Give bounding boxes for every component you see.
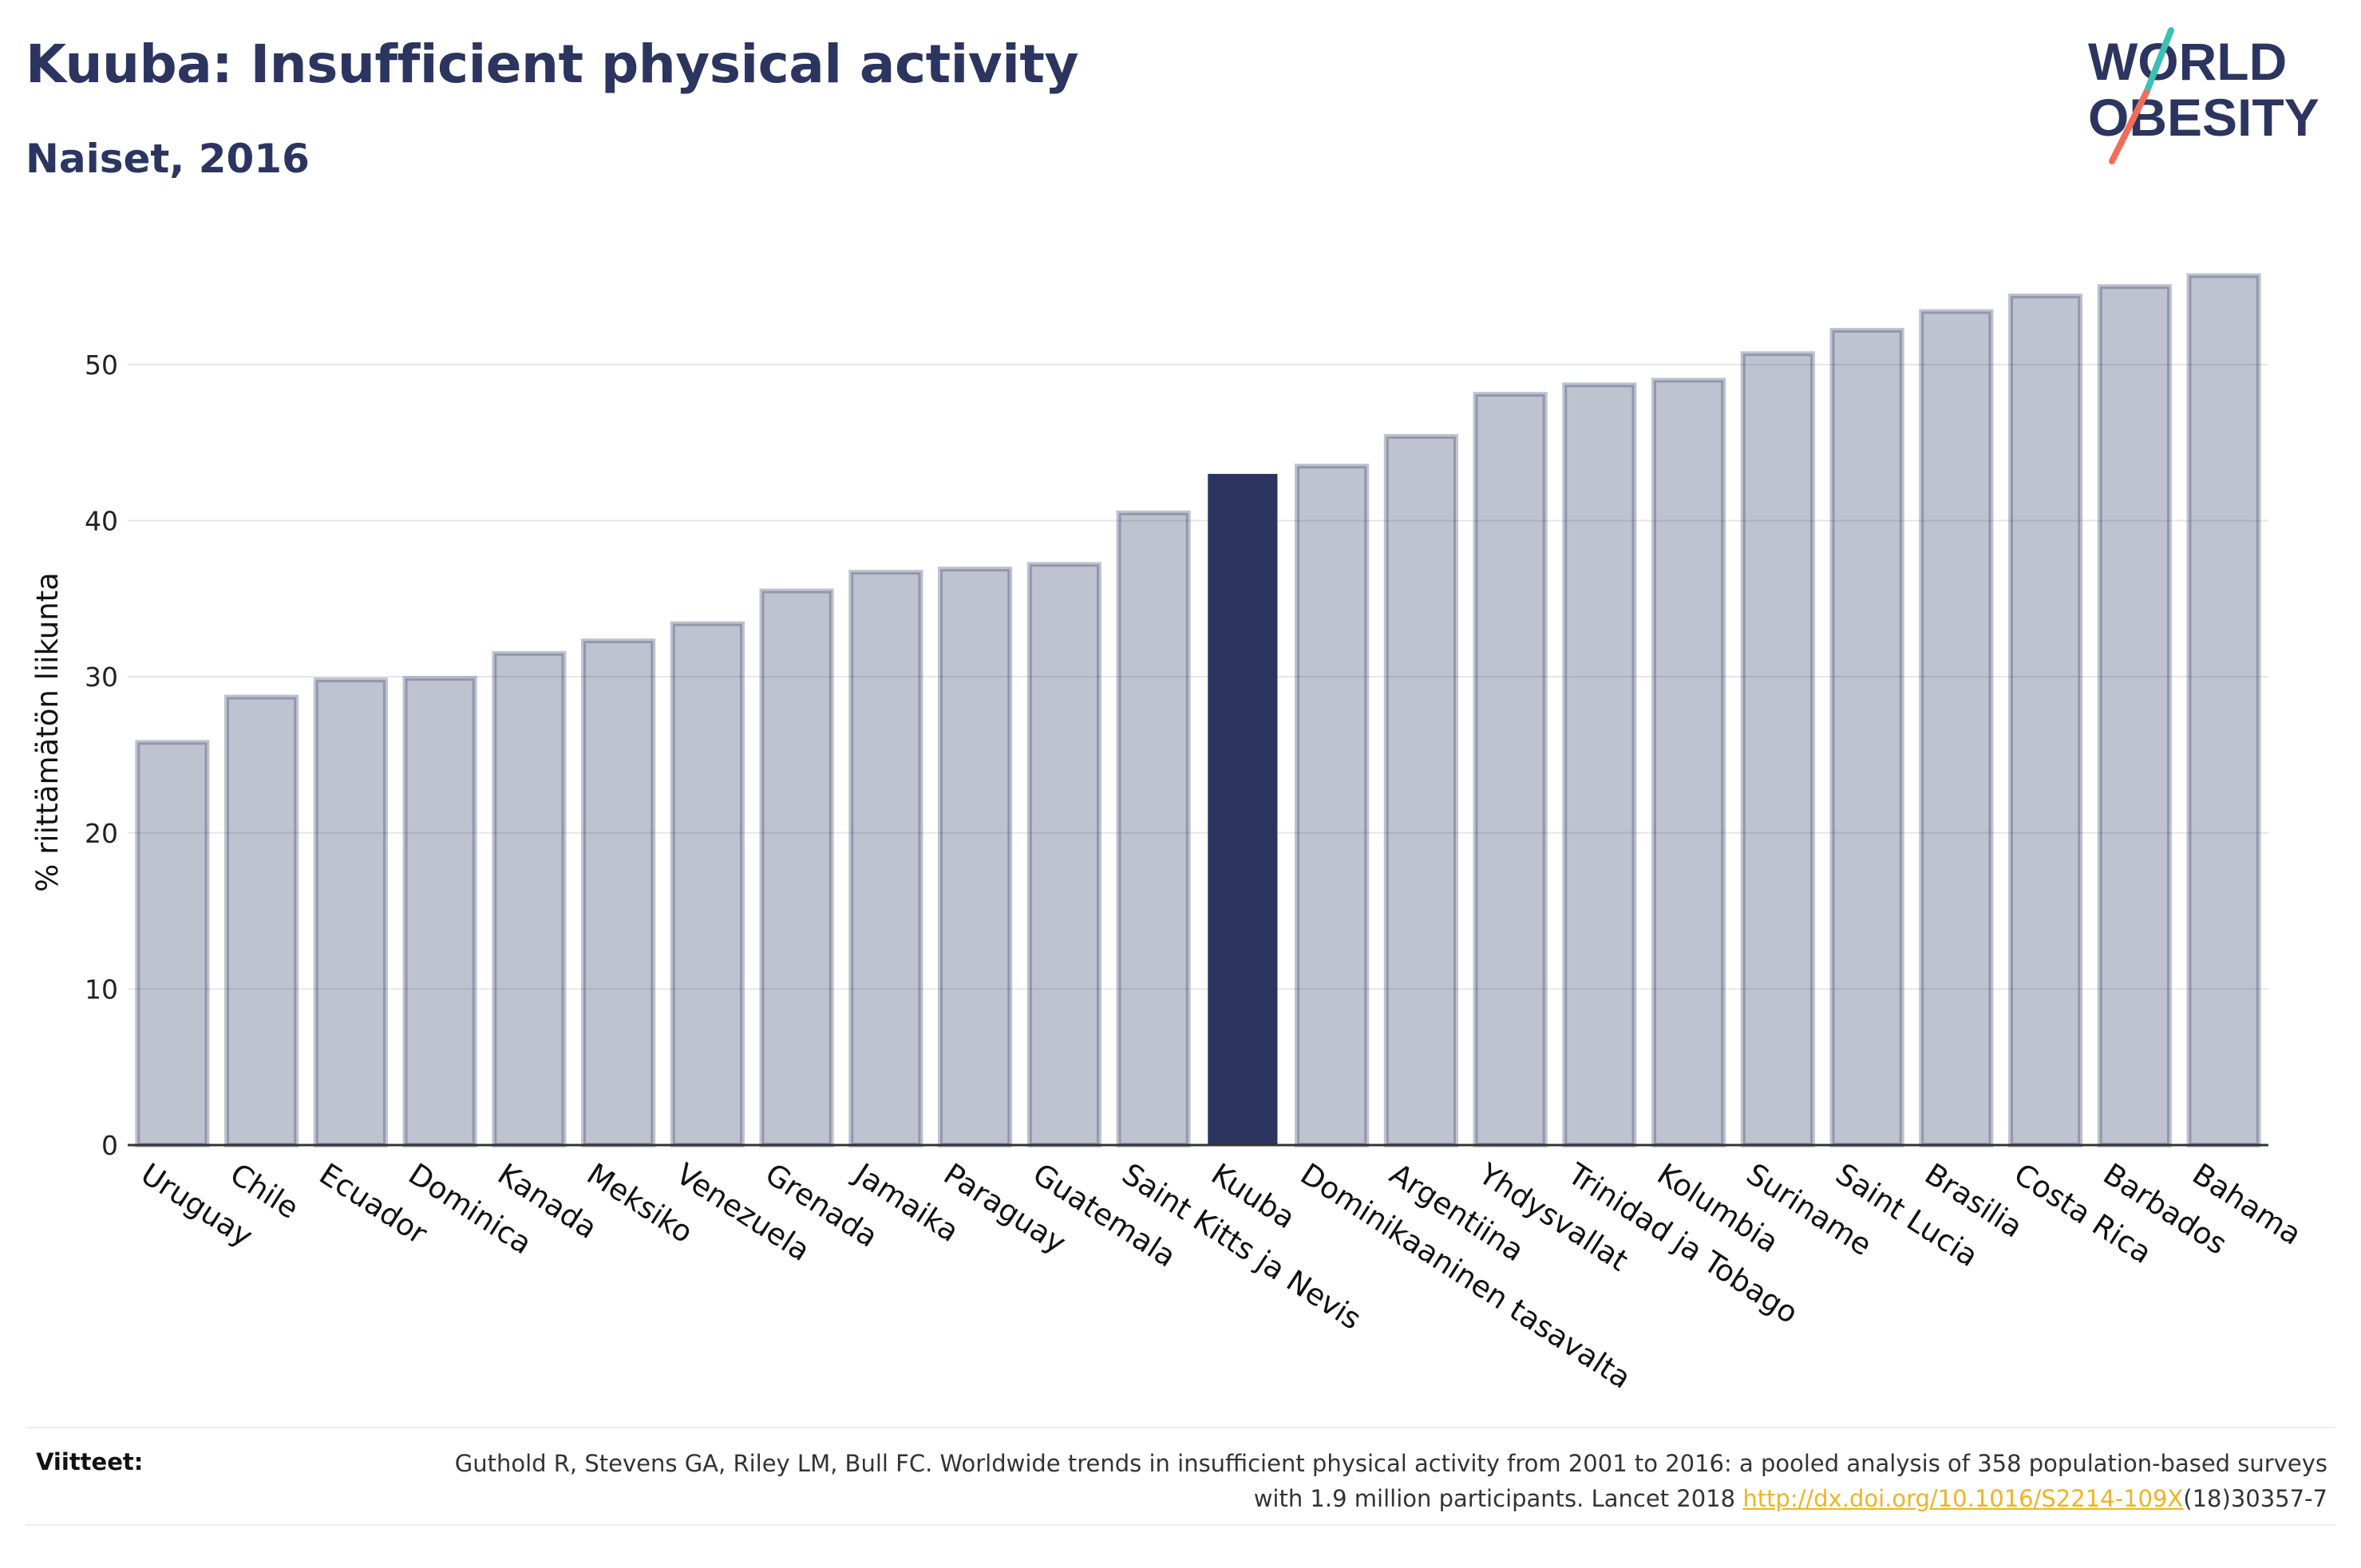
bar bbox=[1651, 377, 1726, 1148]
bar bbox=[313, 677, 388, 1147]
logo-line1: WORLD bbox=[2088, 32, 2287, 91]
bar bbox=[2186, 273, 2261, 1147]
bars bbox=[135, 273, 2261, 1148]
chart-subtitle: Naiset, 2016 bbox=[26, 136, 310, 182]
grid-lines bbox=[128, 363, 2268, 990]
y-tick-label: 20 bbox=[85, 818, 118, 849]
bar bbox=[2008, 293, 2083, 1148]
y-tick-label: 0 bbox=[101, 1130, 118, 1161]
logo-accent-teal bbox=[2143, 27, 2174, 96]
y-tick-label: 30 bbox=[85, 662, 118, 693]
footer-divider-bottom bbox=[26, 1524, 2335, 1526]
y-axis-ticks: 0 10 20 30 40 50 bbox=[85, 350, 118, 1161]
bar bbox=[1026, 562, 1101, 1147]
bar bbox=[759, 588, 834, 1147]
bar bbox=[670, 621, 745, 1147]
bar bbox=[1473, 392, 1548, 1147]
bar bbox=[1740, 351, 1815, 1148]
bar bbox=[938, 567, 1013, 1147]
reference-link[interactable]: http://dx.doi.org/10.1016/S2214-109X bbox=[1742, 1485, 2184, 1512]
reference-body: Guthold R, Stevens GA, Riley LM, Bull FC… bbox=[454, 1450, 2327, 1512]
world-obesity-logo: WORLD OBESITY bbox=[2088, 27, 2319, 164]
bar bbox=[135, 740, 210, 1147]
y-tick-label: 40 bbox=[85, 506, 118, 537]
y-tick-label: 50 bbox=[85, 350, 118, 381]
bar bbox=[1562, 382, 1637, 1148]
bar bbox=[1295, 464, 1370, 1147]
reference-text: Guthold R, Stevens GA, Riley LM, Bull FC… bbox=[412, 1446, 2327, 1516]
bar bbox=[402, 676, 477, 1147]
logo-accent-coral bbox=[2109, 89, 2149, 164]
bar bbox=[1383, 433, 1458, 1147]
reference-suffix: (18)30357-7 bbox=[2183, 1485, 2327, 1512]
bar bbox=[1829, 327, 1904, 1148]
chart-title: Kuuba: Insufficient physical activity bbox=[26, 34, 1078, 95]
bar bbox=[1919, 309, 1994, 1148]
footer-divider-top bbox=[26, 1427, 2335, 1428]
bar bbox=[581, 638, 656, 1147]
bar bbox=[492, 650, 567, 1147]
bar bbox=[848, 570, 923, 1147]
y-axis-label: % riittämätön liikunta bbox=[30, 572, 65, 892]
bar-highlight bbox=[1208, 473, 1278, 1145]
y-tick-label: 10 bbox=[85, 974, 118, 1005]
bar bbox=[224, 694, 299, 1147]
references-label: Viitteet: bbox=[36, 1448, 144, 1475]
bar bbox=[2097, 284, 2172, 1147]
bar bbox=[1116, 510, 1191, 1147]
